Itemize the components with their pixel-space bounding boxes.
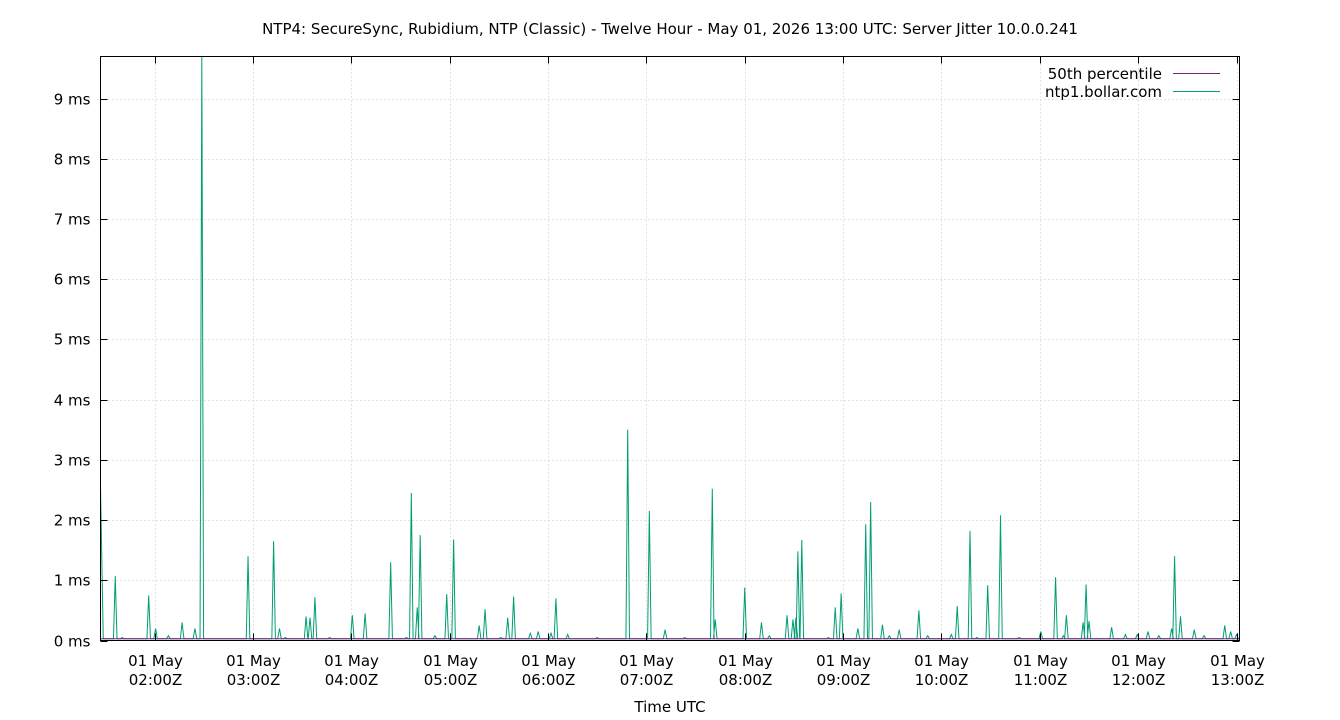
x-tick-label-time: 12:00Z: [1112, 671, 1166, 689]
x-tick-label-time: 13:00Z: [1211, 671, 1265, 689]
x-tick-label-date: 01 May: [1013, 652, 1068, 670]
x-tick-label-date: 01 May: [226, 652, 281, 670]
y-tick-label: 7 ms: [54, 211, 91, 229]
y-tick-label: 0 ms: [54, 633, 91, 651]
chart-title: NTP4: SecureSync, Rubidium, NTP (Classic…: [262, 20, 1078, 38]
x-tick-label-date: 01 May: [324, 652, 379, 670]
x-tick-label-time: 03:00Z: [227, 671, 281, 689]
x-axis-title: Time UTC: [633, 698, 705, 716]
x-tick-label-time: 10:00Z: [915, 671, 969, 689]
series-line-ntp1: [100, 56, 1240, 640]
y-tick-label: 9 ms: [54, 91, 91, 109]
x-tick-label-date: 01 May: [521, 652, 576, 670]
x-tick-label-date: 01 May: [718, 652, 773, 670]
grid: [100, 56, 1240, 641]
axis-ticks: [100, 56, 1240, 642]
y-tick-label: 6 ms: [54, 271, 91, 289]
x-tick-label-time: 05:00Z: [424, 671, 478, 689]
y-tick-label: 8 ms: [54, 151, 91, 169]
y-tick-label: 2 ms: [54, 512, 91, 530]
y-axis-labels: 0 ms 1 ms 2 ms 3 ms 4 ms 5 ms 6 ms 7 ms 8 ms 9 ms: [54, 91, 91, 651]
x-tick-label-time: 08:00Z: [719, 671, 773, 689]
legend-label: ntp1.bollar.com: [1045, 83, 1162, 101]
plot-frame: [100, 56, 1240, 641]
y-tick-label: 1 ms: [54, 572, 91, 590]
y-tick-label: 4 ms: [54, 392, 91, 410]
y-tick-label: 3 ms: [54, 452, 91, 470]
x-tick-label-date: 01 May: [816, 652, 871, 670]
x-tick-label-time: 02:00Z: [129, 671, 183, 689]
x-tick-label-time: 04:00Z: [325, 671, 379, 689]
x-tick-label-date: 01 May: [1210, 652, 1265, 670]
legend-label: 50th percentile: [1048, 65, 1162, 83]
y-tick-label: 5 ms: [54, 331, 91, 349]
x-tick-label-time: 09:00Z: [817, 671, 871, 689]
plot-series: [100, 56, 1240, 640]
x-tick-label-time: 11:00Z: [1014, 671, 1068, 689]
x-tick-label-date: 01 May: [619, 652, 674, 670]
x-tick-label-date: 01 May: [1111, 652, 1166, 670]
x-tick-label-date: 01 May: [423, 652, 478, 670]
x-tick-label-time: 07:00Z: [620, 671, 674, 689]
x-tick-label-date: 01 May: [128, 652, 183, 670]
x-tick-label-date: 01 May: [914, 652, 969, 670]
x-tick-label-time: 06:00Z: [522, 671, 576, 689]
